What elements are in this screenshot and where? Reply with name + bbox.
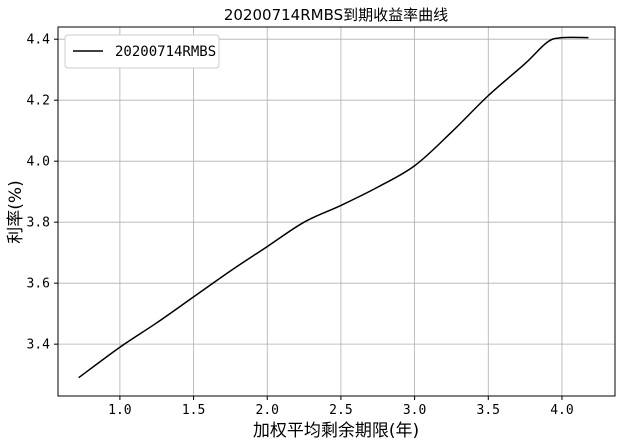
x-axis-label: 加权平均剩余期限(年) xyxy=(253,421,419,441)
x-tick-label: 3.0 xyxy=(403,403,426,418)
y-tick-label: 4.2 xyxy=(27,94,50,109)
x-tick-label: 3.5 xyxy=(477,403,500,418)
x-tick-label: 1.0 xyxy=(108,403,131,418)
legend-label: 20200714RMBS xyxy=(115,44,216,60)
y-axis: 3.4 3.6 3.8 4.0 4.2 4.4 xyxy=(27,33,58,353)
y-tick-label: 4.0 xyxy=(27,155,50,170)
series-line xyxy=(78,36,589,379)
y-tick-label: 3.6 xyxy=(27,277,50,292)
plot-frame xyxy=(57,26,616,397)
y-tick-label: 4.4 xyxy=(27,33,51,48)
x-axis: 1.0 1.5 2.0 2.5 3.0 3.5 4.0 xyxy=(108,396,574,418)
x-tick-label: 1.5 xyxy=(182,403,205,418)
legend-box xyxy=(64,34,220,69)
grid xyxy=(58,27,615,396)
x-tick-label: 4.0 xyxy=(550,403,573,418)
x-tick-label: 2.5 xyxy=(329,403,352,418)
plot-area xyxy=(78,36,589,379)
y-axis-label: 利率(%) xyxy=(6,180,26,243)
y-tick-label: 3.4 xyxy=(27,338,51,353)
x-tick-label: 2.0 xyxy=(256,403,279,418)
legend: 20200714RMBS xyxy=(64,34,220,69)
chart-title: 20200714RMBS到期收益率曲线 xyxy=(224,6,448,24)
y-tick-label: 3.8 xyxy=(27,216,50,231)
